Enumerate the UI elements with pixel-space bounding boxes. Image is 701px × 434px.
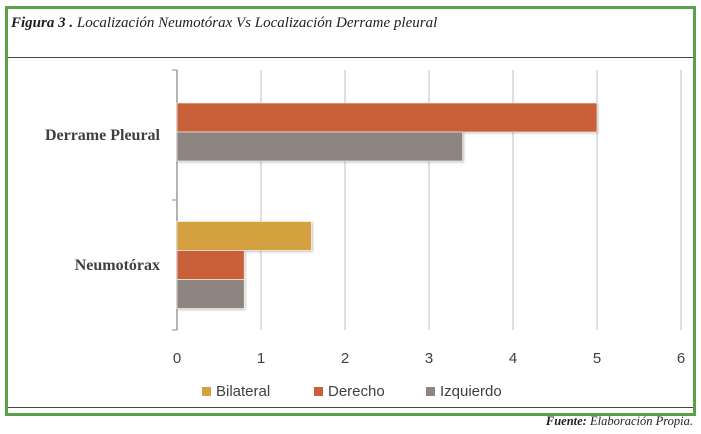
x-tick-label-4: 4	[509, 350, 517, 367]
bar-izquierdo-1	[176, 279, 245, 309]
legend-swatch-2	[426, 387, 435, 396]
x-tick-label-5: 5	[593, 350, 601, 367]
x-tick-label-1: 1	[257, 350, 265, 367]
legend-label-1: Derecho	[328, 383, 385, 400]
x-tick-label-2: 2	[341, 350, 349, 367]
bar-derecho-1	[176, 250, 245, 280]
bar-derecho-0	[176, 102, 598, 133]
figure-frame: Figura 3 . Localización Neumotórax Vs Lo…	[5, 6, 696, 416]
source-note: Fuente: Elaboración Propia.	[546, 414, 693, 429]
category-label-1: Neumotórax	[75, 257, 160, 274]
source-label: Fuente:	[545, 414, 587, 428]
legend-swatch-0	[202, 387, 211, 396]
figure-title-lead: Figura 3 .	[11, 15, 74, 31]
bar-bilateral-1	[176, 221, 312, 251]
legend-label-2: Izquierdo	[440, 383, 502, 400]
bottom-band	[8, 407, 693, 413]
figure-title: Figura 3 . Localización Neumotórax Vs Lo…	[11, 15, 437, 32]
x-tick-label-0: 0	[173, 350, 181, 367]
legend-swatch-1	[314, 387, 323, 396]
legend-label-0: Bilateral	[216, 383, 270, 400]
source-text: Elaboración Propia.	[589, 414, 693, 428]
title-band: Figura 3 . Localización Neumotórax Vs Lo…	[8, 9, 693, 58]
x-tick-label-3: 3	[425, 350, 433, 367]
x-tick-label-6: 6	[677, 350, 685, 367]
bar-izquierdo-0	[176, 131, 463, 162]
figure-title-rest: Localización Neumotórax Vs Localización …	[76, 15, 438, 31]
category-label-0: Derrame Pleural	[45, 127, 161, 144]
